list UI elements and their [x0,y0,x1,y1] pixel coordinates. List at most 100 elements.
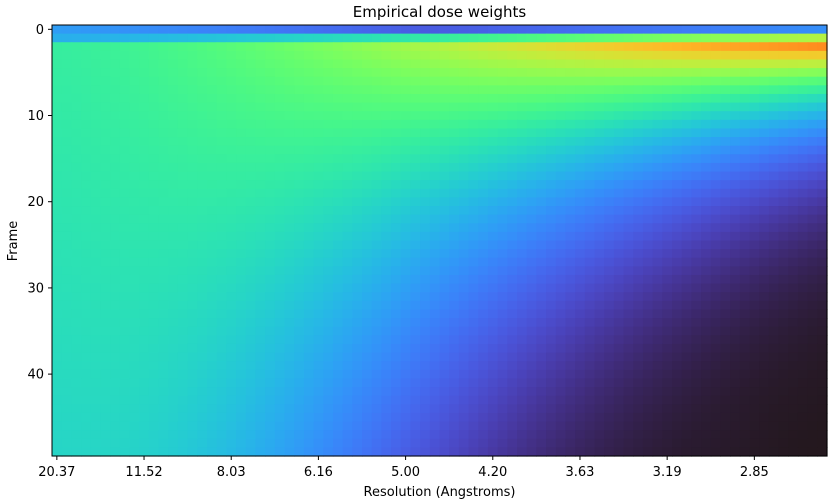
heatmap-cell [613,283,625,293]
heatmap-cell [207,335,218,345]
heatmap-cell [604,93,615,104]
heatmap-cell [768,206,780,216]
heatmap-cell [633,292,644,302]
heatmap-cell [313,50,324,61]
heatmap-cell [555,326,567,336]
heatmap-cell [274,93,286,104]
heatmap-cell [817,292,828,302]
heatmap-cell [187,154,198,164]
heatmap-cell [197,76,208,86]
heatmap-cell [681,25,692,35]
heatmap-cell [81,421,92,431]
heatmap-cell [449,197,460,207]
heatmap-cell [274,249,286,259]
heatmap-cell [710,421,722,431]
heatmap-cell [284,430,295,440]
heatmap-cell [468,137,479,147]
heatmap-cell [381,68,392,78]
heatmap-cell [158,369,169,380]
heatmap-cell [565,369,576,380]
heatmap-cell [623,387,634,397]
heatmap-cell [681,145,692,155]
heatmap-cell [236,137,247,147]
heatmap-cell [371,42,382,52]
heatmap-cell [245,361,257,371]
heatmap-cell [478,335,489,345]
heatmap-cell [730,309,741,319]
heatmap-cell [536,171,547,181]
heatmap-cell [768,128,780,138]
heatmap-cell [274,25,286,35]
heatmap-cell [449,249,460,259]
heatmap-cell [701,59,712,69]
heatmap-cell [749,309,760,319]
heatmap-cell [139,335,150,345]
heatmap-cell [526,335,537,345]
heatmap-cell [400,162,412,173]
heatmap-cell [410,188,421,198]
heatmap-cell [604,50,615,61]
heatmap-cell [517,430,528,440]
heatmap-cell [788,231,799,242]
heatmap-cell [197,214,208,224]
heatmap-cell [342,361,353,371]
heatmap-cell [148,257,160,267]
heatmap-cell [584,438,596,448]
heatmap-cell [177,50,189,61]
heatmap-cell [410,309,421,319]
heatmap-cell [458,421,470,431]
heatmap-cell [303,145,315,155]
heatmap-cell [633,300,644,311]
heatmap-cell [807,326,818,336]
heatmap-cell [759,188,770,198]
heatmap-cell [458,85,470,95]
heatmap-cell [129,102,140,112]
heatmap-cell [274,85,286,95]
heatmap-cell [662,223,673,233]
heatmap-cell [613,68,625,78]
heatmap-cell [497,171,508,181]
heatmap-cell [652,430,663,440]
heatmap-cell [313,197,324,207]
heatmap-cell [594,68,605,78]
heatmap-cell [662,206,673,216]
heatmap-cell [652,412,663,423]
heatmap-cell [81,76,92,86]
heatmap-cell [652,292,663,302]
heatmap-cell [429,412,441,423]
heatmap-cell [110,137,121,147]
heatmap-cell [429,343,441,354]
heatmap-cell [623,274,634,285]
heatmap-cell [148,300,160,311]
heatmap-cell [662,137,673,147]
heatmap-cell [759,412,770,423]
heatmap-cell [749,257,760,267]
heatmap-cell [90,154,102,164]
heatmap-cell [100,352,111,362]
heatmap-cell [158,412,169,423]
heatmap-cell [410,266,421,276]
heatmap-cell [613,42,625,52]
heatmap-cell [497,387,508,397]
heatmap-cell [517,318,528,328]
heatmap-cell [759,180,770,190]
heatmap-cell [478,180,489,190]
heatmap-cell [420,438,431,448]
heatmap-cell [323,257,334,267]
heatmap-cell [187,206,198,216]
heatmap-cell [749,85,760,95]
heatmap-cell [662,274,673,285]
heatmap-cell [245,412,257,423]
heatmap-cell [468,154,479,164]
heatmap-cell [284,326,295,336]
heatmap-cell [81,352,92,362]
heatmap-cell [449,318,460,328]
heatmap-cell [565,102,576,112]
heatmap-cell [352,395,363,405]
heatmap-cell [274,387,286,397]
heatmap-cell [633,42,644,52]
heatmap-cell [420,162,431,173]
heatmap-cell [245,25,257,35]
heatmap-cell [691,309,702,319]
heatmap-cell [303,171,315,181]
